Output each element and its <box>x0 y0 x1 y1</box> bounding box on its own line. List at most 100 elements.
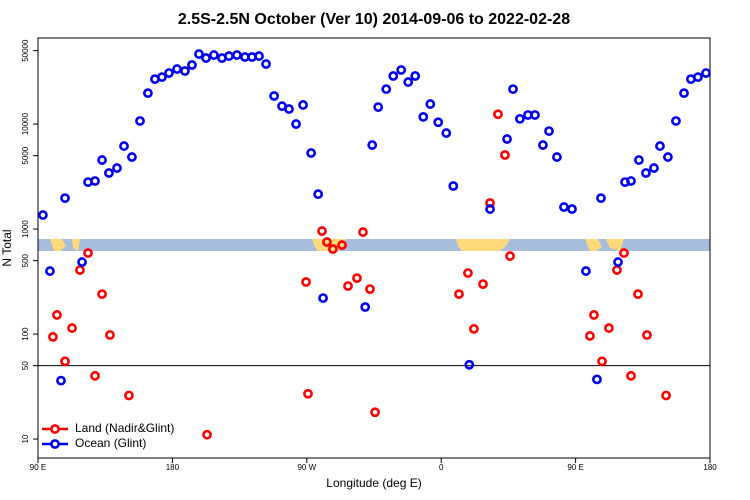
data-point <box>581 266 591 276</box>
x-tick-label: 180 <box>166 463 180 472</box>
data-point <box>75 265 85 275</box>
data-point <box>317 226 327 236</box>
data-point <box>502 134 512 144</box>
x-tick-label: 90 E <box>30 463 46 472</box>
data-point <box>537 140 548 150</box>
data-point <box>604 323 614 333</box>
data-point <box>671 116 681 126</box>
data-point <box>306 148 317 158</box>
data-point <box>585 331 595 341</box>
data-point <box>180 66 190 76</box>
data-point <box>67 323 77 333</box>
data-point <box>328 244 338 254</box>
data-point <box>388 71 399 81</box>
data-point <box>633 289 643 300</box>
data-point <box>112 163 122 173</box>
data-point <box>232 50 242 60</box>
legend-label: Land (Nadir&Glint) <box>75 421 174 435</box>
x-tick-label: 0 <box>439 463 444 472</box>
y-tick-label: 100 <box>21 327 30 341</box>
map-land <box>456 239 510 251</box>
data-point <box>343 281 353 291</box>
data-point <box>367 140 378 150</box>
x-axis-label: Longitude (deg E) <box>326 476 421 490</box>
data-point <box>642 330 652 340</box>
data-point <box>592 374 602 385</box>
data-point <box>127 152 137 162</box>
data-point <box>530 110 540 120</box>
map-ocean <box>38 239 710 251</box>
data-point <box>135 116 145 126</box>
data-point <box>38 210 48 220</box>
data-point <box>433 117 444 128</box>
data-point <box>441 128 452 138</box>
y-tick-label: 1000 <box>21 220 30 238</box>
legend-marker <box>50 439 60 449</box>
data-point <box>508 84 518 95</box>
data-point <box>596 193 606 204</box>
data-point <box>352 273 362 284</box>
data-point <box>448 181 459 191</box>
data-point <box>410 71 421 81</box>
data-point <box>261 59 271 69</box>
data-point <box>284 104 294 114</box>
data-point <box>469 323 479 334</box>
x-tick-label: 90 E <box>567 463 583 472</box>
data-point <box>318 293 328 303</box>
y-tick-label: 50000 <box>21 39 30 62</box>
data-point <box>365 284 375 294</box>
data-point <box>77 257 87 267</box>
data-point <box>425 99 436 109</box>
data-point <box>97 289 107 300</box>
data-point <box>90 370 100 381</box>
legend-label: Ocean (Glint) <box>75 436 146 450</box>
data-point <box>157 72 167 83</box>
data-point <box>322 237 332 247</box>
data-point <box>403 77 414 87</box>
data-point <box>90 176 100 186</box>
data-point <box>370 407 380 418</box>
data-point <box>119 141 129 151</box>
data-point <box>589 310 599 320</box>
data-point <box>693 72 703 83</box>
data-point <box>104 168 114 178</box>
data-point <box>143 88 153 99</box>
map-land <box>585 239 624 251</box>
data-point <box>224 51 234 61</box>
data-point <box>358 227 368 237</box>
data-point <box>626 176 636 186</box>
y-tick-label: 5000 <box>21 146 30 164</box>
data-point <box>209 50 219 60</box>
data-point <box>662 152 673 162</box>
data-point <box>187 60 197 70</box>
data-point <box>60 356 70 367</box>
data-point <box>661 390 671 401</box>
data-point <box>619 248 629 258</box>
data-point <box>552 152 562 162</box>
data-point <box>291 119 301 129</box>
data-point <box>83 248 93 258</box>
x-tick-label: 180 <box>703 463 717 472</box>
y-tick-label: 50 <box>21 361 30 370</box>
data-point <box>597 356 607 367</box>
data-point <box>373 102 384 113</box>
legend-marker <box>50 424 60 434</box>
data-point <box>303 388 313 399</box>
data-point <box>337 240 347 250</box>
y-tick-label: 10 <box>21 434 30 443</box>
data-point <box>254 51 264 61</box>
data-point <box>701 68 711 78</box>
data-point <box>655 141 665 151</box>
data-point <box>164 68 174 78</box>
data-point <box>172 64 182 74</box>
data-point <box>396 65 407 75</box>
data-point <box>48 331 58 342</box>
data-point <box>202 429 212 440</box>
data-point <box>679 88 689 99</box>
data-point <box>463 268 473 278</box>
data-point <box>567 204 577 214</box>
y-tick-label: 500 <box>21 253 30 267</box>
data-point <box>454 289 464 300</box>
